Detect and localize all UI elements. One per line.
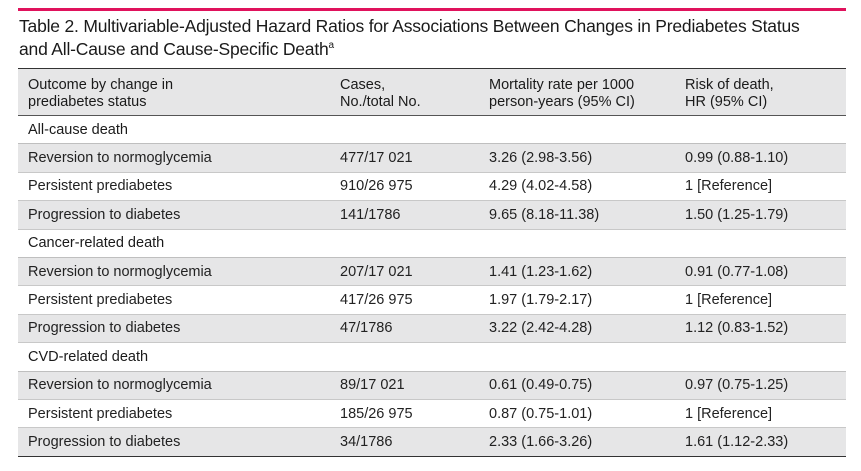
section-row: CVD-related death: [18, 342, 846, 372]
cell-outcome: Progression to diabetes: [18, 314, 330, 344]
header-text: person-years (95% CI): [489, 94, 635, 110]
table-row: Reversion to normoglycemia 89/17 021 0.6…: [18, 371, 846, 400]
table-row: Reversion to normoglycemia 477/17 021 3.…: [18, 143, 846, 173]
cell-hr: 1.50 (1.25-1.79): [675, 200, 846, 230]
cell-hr: 1.12 (0.83-1.52): [675, 314, 846, 344]
cell-cases: 910/26 975: [330, 172, 479, 202]
cell-rate: 2.33 (1.66-3.26): [479, 427, 675, 457]
cell-hr: 1.61 (1.12-2.33): [675, 427, 846, 457]
cell-cases: 141/1786: [330, 200, 479, 230]
header-text: Outcome by change in: [28, 77, 174, 93]
column-header-cases: Cases, No./total No.: [330, 68, 479, 116]
table-row: Progression to diabetes 141/1786 9.65 (8…: [18, 200, 846, 230]
cell-cases: 47/1786: [330, 314, 479, 344]
header-text: Cases,: [340, 77, 386, 93]
section-title: All-cause death: [18, 115, 846, 145]
cell-outcome: Progression to diabetes: [18, 200, 330, 230]
caption-line-2: and All-Cause and Cause-Specific Death: [19, 39, 329, 59]
cell-hr: 1 [Reference]: [675, 172, 846, 202]
table-row: Progression to diabetes 47/1786 3.22 (2.…: [18, 314, 846, 344]
table-row: Persistent prediabetes 185/26 975 0.87 (…: [18, 399, 846, 429]
section-row: Cancer-related death: [18, 229, 846, 258]
hazard-ratio-table: Outcome by change in prediabetes status …: [18, 68, 846, 457]
cell-outcome: Reversion to normoglycemia: [18, 143, 330, 173]
cell-rate: 0.87 (0.75-1.01): [479, 399, 675, 429]
cell-cases: 207/17 021: [330, 257, 479, 287]
cell-cases: 89/17 021: [330, 371, 479, 400]
cell-outcome: Reversion to normoglycemia: [18, 257, 330, 287]
cell-rate: 1.97 (1.79-2.17): [479, 285, 675, 315]
table-row: Progression to diabetes 34/1786 2.33 (1.…: [18, 427, 846, 457]
table-row: Persistent prediabetes 910/26 975 4.29 (…: [18, 172, 846, 202]
cell-cases: 34/1786: [330, 427, 479, 457]
cell-outcome: Reversion to normoglycemia: [18, 371, 330, 400]
header-row: Outcome by change in prediabetes status …: [18, 68, 846, 116]
cell-rate: 1.41 (1.23-1.62): [479, 257, 675, 287]
cell-hr: 0.97 (0.75-1.25): [675, 371, 846, 400]
cell-hr: 0.99 (0.88-1.10): [675, 143, 846, 173]
cell-cases: 417/26 975: [330, 285, 479, 315]
accent-rule: [18, 8, 846, 11]
cell-hr: 0.91 (0.77-1.08): [675, 257, 846, 287]
section-row: All-cause death: [18, 115, 846, 145]
table-row: Persistent prediabetes 417/26 975 1.97 (…: [18, 285, 846, 315]
data-table: Outcome by change in prediabetes status …: [18, 68, 846, 457]
caption-line-1: Table 2. Multivariable-Adjusted Hazard R…: [19, 16, 800, 36]
header-text: Mortality rate per 1000: [489, 77, 635, 93]
cell-hr: 1 [Reference]: [675, 399, 846, 429]
header-text: HR (95% CI): [685, 94, 768, 110]
cell-rate: 3.22 (2.42-4.28): [479, 314, 675, 344]
cell-cases: 477/17 021: [330, 143, 479, 173]
cell-cases: 185/26 975: [330, 399, 479, 429]
column-header-mortality-rate: Mortality rate per 1000 person-years (95…: [479, 68, 675, 116]
header-text: prediabetes status: [28, 94, 147, 110]
column-header-outcome: Outcome by change in prediabetes status: [18, 68, 330, 116]
cell-hr: 1 [Reference]: [675, 285, 846, 315]
cell-rate: 0.61 (0.49-0.75): [479, 371, 675, 400]
cell-outcome: Persistent prediabetes: [18, 399, 330, 429]
cell-rate: 4.29 (4.02-4.58): [479, 172, 675, 202]
cell-rate: 3.26 (2.98-3.56): [479, 143, 675, 173]
table-caption: Table 2. Multivariable-Adjusted Hazard R…: [19, 15, 845, 61]
section-title: CVD-related death: [18, 342, 846, 372]
cell-outcome: Persistent prediabetes: [18, 172, 330, 202]
column-header-hazard-ratio: Risk of death, HR (95% CI): [675, 68, 846, 116]
cell-rate: 9.65 (8.18-11.38): [479, 200, 675, 230]
header-text: No./total No.: [340, 94, 421, 110]
cell-outcome: Persistent prediabetes: [18, 285, 330, 315]
header-text: Risk of death,: [685, 77, 774, 93]
table-row: Reversion to normoglycemia 207/17 021 1.…: [18, 257, 846, 287]
cell-outcome: Progression to diabetes: [18, 427, 330, 457]
caption-footnote-mark: a: [328, 40, 335, 51]
section-title: Cancer-related death: [18, 229, 846, 258]
